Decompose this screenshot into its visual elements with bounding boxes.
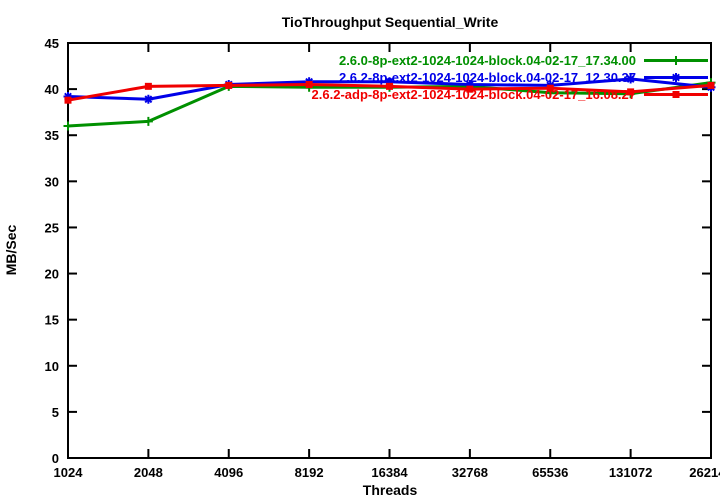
x-tick-label: 4096 xyxy=(214,465,243,480)
x-tick-label: 65536 xyxy=(532,465,568,480)
data-point-marker xyxy=(466,85,474,93)
chart-title: TioThroughput Sequential_Write xyxy=(281,14,499,30)
x-tick-label: 2048 xyxy=(134,465,163,480)
data-point-marker xyxy=(144,82,152,90)
data-point-marker xyxy=(386,82,393,90)
data-point-marker xyxy=(627,88,635,96)
legend-label: 2.6.2-adp-8p-ext2-1024-1024-block.04-02-… xyxy=(312,87,636,102)
data-point-marker xyxy=(707,81,715,89)
y-tick-label: 40 xyxy=(45,82,59,97)
data-point-marker xyxy=(225,81,233,89)
y-tick-label: 0 xyxy=(52,451,59,466)
legend-label: 2.6.2-8p-ext2-1024-1024-block.04-02-17_1… xyxy=(339,70,636,85)
x-tick-label: 16384 xyxy=(371,465,408,480)
data-point-marker xyxy=(305,81,313,88)
data-point-marker xyxy=(626,75,635,83)
y-tick-label: 20 xyxy=(45,267,59,282)
data-point-marker xyxy=(64,96,72,104)
data-point-marker xyxy=(546,84,554,92)
x-tick-label: 131072 xyxy=(609,465,652,480)
y-tick-label: 35 xyxy=(45,128,59,143)
x-tick-label: 1024 xyxy=(54,465,84,480)
data-point-marker xyxy=(144,95,153,104)
x-tick-label: 262144 xyxy=(689,465,720,480)
x-tick-label: 32768 xyxy=(452,465,488,480)
legend-marker xyxy=(672,91,680,98)
legend-label: 2.6.0-8p-ext2-1024-1024-block.04-02-17_1… xyxy=(339,53,636,68)
y-tick-label: 45 xyxy=(45,36,59,51)
plot-border xyxy=(67,42,712,459)
y-tick-label: 15 xyxy=(45,313,59,328)
x-axis-label: Threads xyxy=(362,482,418,498)
y-tick-label: 5 xyxy=(52,405,59,420)
y-tick-label: 10 xyxy=(45,359,59,374)
y-tick-label: 25 xyxy=(45,220,59,235)
x-tick-label: 8192 xyxy=(295,465,324,480)
y-tick-label: 30 xyxy=(45,174,59,189)
legend-marker xyxy=(672,73,680,82)
